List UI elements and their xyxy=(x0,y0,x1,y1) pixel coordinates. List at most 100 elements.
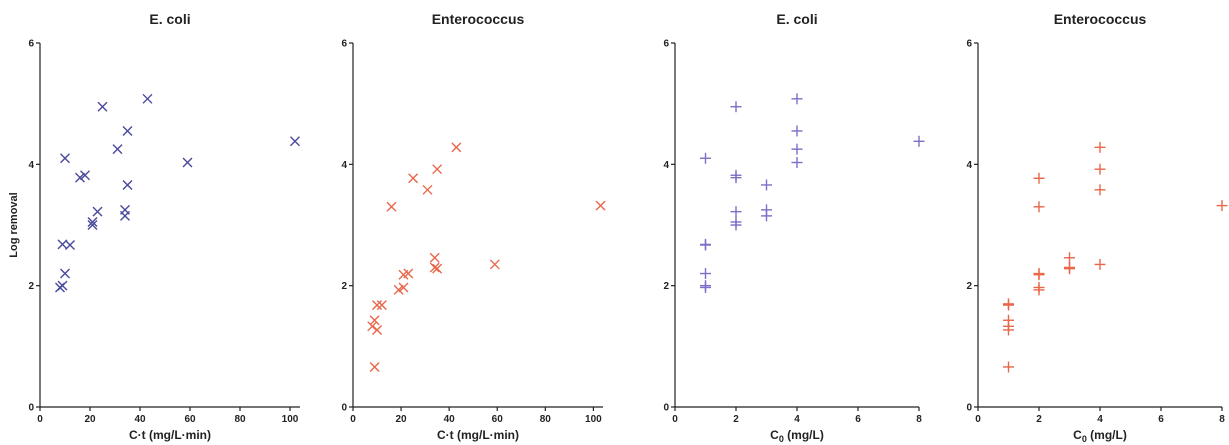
data-point xyxy=(429,252,440,263)
y-tick-label: 4 xyxy=(966,160,972,171)
data-point xyxy=(1094,258,1106,270)
data-point xyxy=(432,164,443,175)
data-point xyxy=(700,152,711,164)
x-tick-label: 80 xyxy=(540,414,552,425)
x-tick-label: 100 xyxy=(282,414,299,425)
x-tick-label: 20 xyxy=(84,414,96,425)
data-point xyxy=(1033,172,1045,184)
x-tick-label: 80 xyxy=(234,414,246,425)
x-axis-label-unit: (mg/L) xyxy=(784,428,824,442)
data-point xyxy=(182,157,193,168)
data-point xyxy=(1003,298,1014,310)
data-point xyxy=(761,204,772,216)
x-tick-label: 100 xyxy=(585,414,602,425)
data-point xyxy=(369,315,380,326)
y-tick-label: 6 xyxy=(663,39,669,50)
x-tick-label: 6 xyxy=(855,414,861,425)
y-tick-label: 6 xyxy=(28,39,34,50)
data-point xyxy=(730,169,742,181)
scatter-panel-enterococcus-ct: Enterococcus 0 2 4 6 0 20 40 60 80 100 C·t (mg/L·mi… xyxy=(310,0,615,445)
chart-title: Enterococcus xyxy=(432,11,525,27)
data-point xyxy=(75,172,85,183)
x-axis-label-unit: (mg/L) xyxy=(1087,428,1127,442)
data-point xyxy=(386,201,397,212)
data-point xyxy=(142,93,153,104)
data-point xyxy=(1003,314,1014,326)
x-axis-label-main: C xyxy=(770,428,779,442)
data-point xyxy=(1033,201,1045,213)
x-tick-label: 8 xyxy=(916,414,922,425)
data-point xyxy=(367,321,378,332)
y-tick-label: 6 xyxy=(341,39,347,50)
data-point xyxy=(791,157,803,169)
data-point xyxy=(393,284,404,295)
data-point xyxy=(791,93,803,105)
data-point xyxy=(57,280,68,291)
y-tick-label: 2 xyxy=(28,281,34,292)
data-point xyxy=(791,143,803,155)
data-point xyxy=(122,125,133,136)
chart-title: E. coli xyxy=(149,11,190,27)
y-axis-label: Log removal xyxy=(8,192,20,257)
scatter-panel-ecoli-ct: E. coli 0 2 4 6 0 20 40 60 80 100 C·t (mg/L·min) Log… xyxy=(0,0,310,445)
data-point xyxy=(92,206,103,217)
x-tick-label: 60 xyxy=(184,414,196,425)
data-point xyxy=(290,136,300,147)
x-tick-label: 2 xyxy=(1036,414,1042,425)
data-point xyxy=(97,101,108,112)
data-point xyxy=(761,179,772,191)
data-point xyxy=(429,262,440,273)
data-point xyxy=(1064,252,1075,264)
data-point xyxy=(60,268,70,279)
y-tick-label: 2 xyxy=(966,281,972,292)
data-point xyxy=(1033,268,1045,280)
data-point xyxy=(1003,361,1014,373)
scatter-panel-enterococcus-c0: Enterococcus 0 2 4 6 0 2 4 6 8 C0 (mg/L) xyxy=(920,0,1229,445)
x-tick-label: 8 xyxy=(1219,414,1225,425)
x-tick-label: 40 xyxy=(444,414,456,425)
x-tick-label: 20 xyxy=(396,414,408,425)
x-axis-label-subscript: 0 xyxy=(1082,434,1087,444)
data-point xyxy=(700,268,711,280)
x-axis-label-main: C xyxy=(1073,428,1082,442)
data-point xyxy=(65,240,75,251)
data-point xyxy=(595,200,606,211)
y-tick-label: 4 xyxy=(28,160,34,171)
data-point xyxy=(791,125,803,137)
x-tick-label: 0 xyxy=(350,414,356,425)
data-point xyxy=(1094,163,1106,175)
data-point xyxy=(1216,200,1228,212)
x-tick-label: 40 xyxy=(134,414,146,425)
data-point xyxy=(87,216,98,227)
y-tick-label: 2 xyxy=(663,281,669,292)
x-axis-label-subscript: 0 xyxy=(779,434,784,444)
x-tick-label: 6 xyxy=(1158,414,1164,425)
data-point xyxy=(913,135,925,147)
data-point xyxy=(408,173,419,184)
chart-title: Enterococcus xyxy=(1054,11,1147,27)
data-point xyxy=(60,153,70,164)
x-axis-label: C0 (mg/L) xyxy=(770,428,824,444)
x-tick-label: 0 xyxy=(975,414,981,425)
data-point xyxy=(700,238,711,250)
x-axis-label: C·t (mg/L·min) xyxy=(129,428,211,442)
x-tick-label: 0 xyxy=(37,414,43,425)
data-point xyxy=(372,300,383,311)
data-point xyxy=(372,324,383,335)
x-axis-label: C0 (mg/L) xyxy=(1073,428,1127,444)
data-point xyxy=(1094,141,1106,153)
data-point xyxy=(1033,281,1045,293)
data-point xyxy=(120,204,130,215)
x-tick-label: 4 xyxy=(794,414,800,425)
y-tick-label: 0 xyxy=(28,403,34,414)
data-point xyxy=(422,184,433,195)
data-point xyxy=(730,216,742,228)
data-point xyxy=(80,170,90,181)
data-point xyxy=(730,101,742,113)
y-tick-label: 4 xyxy=(663,160,669,171)
data-point xyxy=(730,206,742,218)
